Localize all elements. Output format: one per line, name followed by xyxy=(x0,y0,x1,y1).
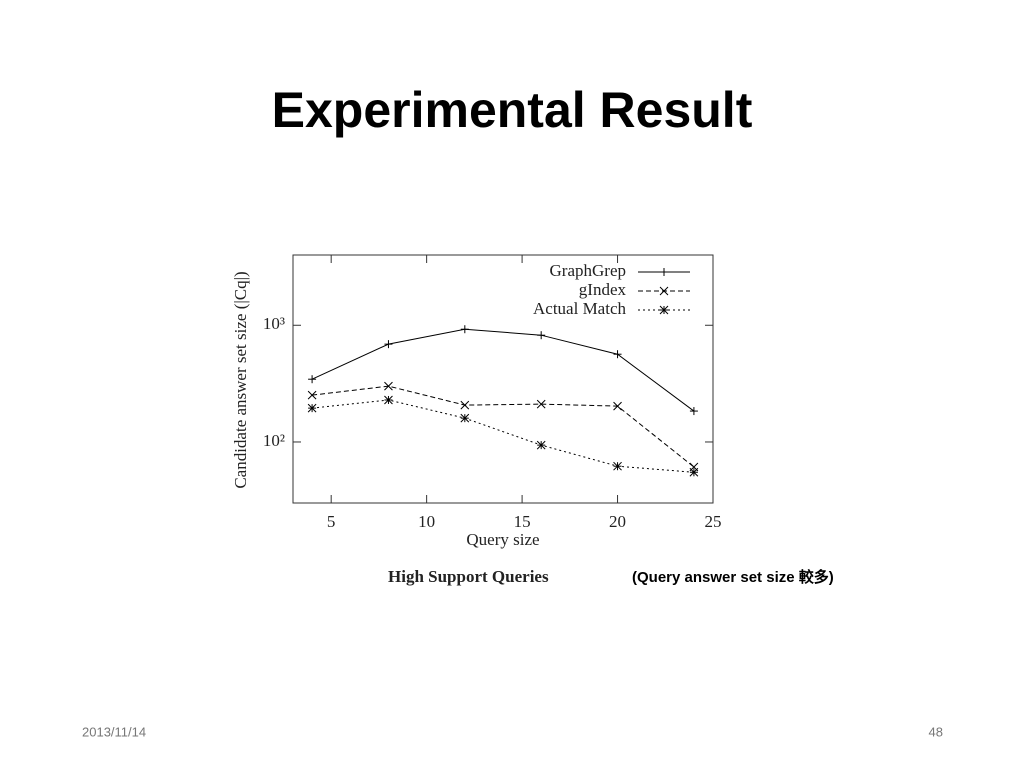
legend-label: GraphGrep xyxy=(550,261,626,280)
marker-stroke xyxy=(659,305,669,315)
marker xyxy=(384,395,393,405)
footer-date: 2013/11/14 xyxy=(82,724,146,739)
marker-stroke xyxy=(307,403,317,413)
x-tick-label: 15 xyxy=(514,512,531,531)
marker xyxy=(537,331,546,340)
marker xyxy=(660,268,668,276)
page-number: 48 xyxy=(929,724,943,739)
marker-stroke xyxy=(536,440,546,450)
marker xyxy=(460,413,470,423)
marker xyxy=(536,440,546,450)
marker xyxy=(613,350,622,359)
marker-stroke xyxy=(536,399,546,409)
y-tick-label: 10³ xyxy=(263,314,285,333)
y-axis-label: Candidate answer set size (|Cq|) xyxy=(231,271,250,488)
x-tick-label: 20 xyxy=(609,512,626,531)
marker xyxy=(613,401,622,411)
x-tick-label: 25 xyxy=(705,512,722,531)
slide-title: Experimental Result xyxy=(272,82,753,138)
marker xyxy=(689,467,699,477)
marker xyxy=(659,286,669,296)
marker xyxy=(307,390,317,400)
marker-stroke xyxy=(384,381,393,391)
marker-stroke xyxy=(659,286,669,296)
x-tick-label: 5 xyxy=(327,512,336,531)
marker-stroke xyxy=(613,401,622,411)
marker-stroke xyxy=(384,395,393,405)
series-line xyxy=(311,328,695,412)
plot-frame xyxy=(292,254,714,504)
marker xyxy=(308,375,317,384)
series-line xyxy=(312,399,694,473)
marker xyxy=(460,400,470,410)
legend-label: Actual Match xyxy=(533,299,626,318)
chart-caption: High Support Queries xyxy=(388,567,549,586)
marker xyxy=(384,381,393,391)
series-line xyxy=(312,385,695,468)
marker xyxy=(659,305,669,315)
y-tick-label: 10² xyxy=(263,431,285,450)
marker-stroke xyxy=(460,413,470,423)
marker-stroke xyxy=(307,390,317,400)
x-axis-label: Query size xyxy=(466,530,539,549)
caption-note: (Query answer set size 較多) xyxy=(632,568,834,586)
legend-label: gIndex xyxy=(579,280,627,299)
marker-stroke xyxy=(689,467,699,477)
marker xyxy=(307,403,317,413)
marker xyxy=(460,325,469,334)
marker xyxy=(689,407,698,416)
marker-stroke xyxy=(460,400,470,410)
marker xyxy=(613,461,622,471)
marker-stroke xyxy=(613,461,622,471)
x-tick-label: 10 xyxy=(418,512,435,531)
marker xyxy=(536,399,546,409)
marker xyxy=(384,340,393,349)
